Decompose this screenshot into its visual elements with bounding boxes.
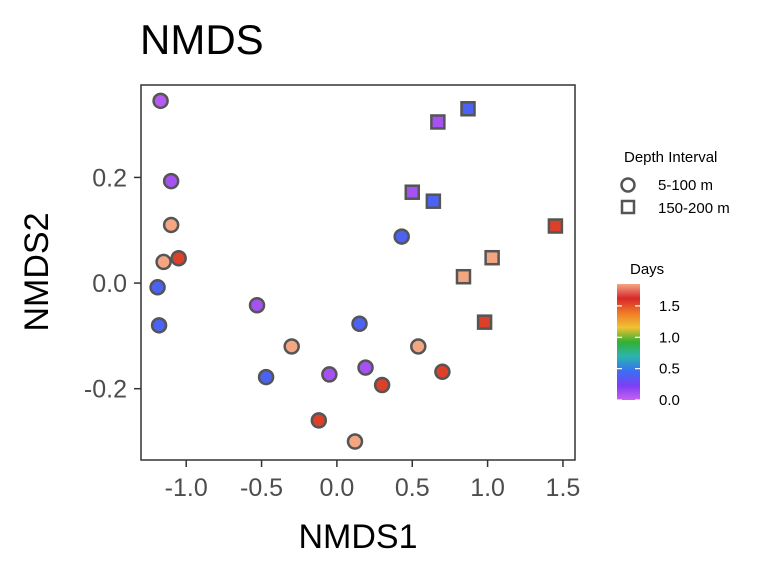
data-point-circle — [346, 433, 364, 450]
colorbar-tick-label: 1.5 — [659, 298, 680, 315]
y-tick-label: 0.0 — [92, 270, 127, 298]
data-point-circle — [162, 172, 180, 190]
plot-panel — [140, 84, 576, 461]
data-point-square — [476, 314, 493, 330]
data-point-circle — [170, 249, 187, 267]
x-tick-label: 0.5 — [395, 474, 430, 502]
data-point-circle — [373, 376, 391, 394]
x-axis-title: NMDS1 — [298, 518, 417, 556]
data-point-square — [404, 184, 420, 200]
data-point-square — [455, 268, 472, 285]
data-point-circle — [310, 412, 328, 429]
days-colorbar-legend: Days 0.0 0.5 1.0 1.5 — [617, 261, 680, 409]
data-point-circle — [155, 253, 172, 271]
data-point-square — [425, 193, 442, 209]
data-point-circle — [351, 315, 368, 332]
x-tick-label: -1.0 — [165, 474, 208, 502]
data-point-circle — [248, 296, 266, 314]
data-point-square — [484, 249, 500, 266]
color-legend-title: Days — [630, 261, 664, 278]
colorbar-ticks: 0.0 0.5 1.0 1.5 — [617, 298, 680, 409]
x-tick-label: 0.0 — [320, 474, 355, 502]
y-tick-label: -0.2 — [84, 376, 127, 404]
y-axis: -0.2 0.0 0.2 — [84, 164, 141, 404]
y-axis-title: NMDS2 — [18, 212, 56, 331]
colorbar-tick-label: 0.5 — [659, 361, 680, 378]
data-point-circle — [434, 363, 451, 381]
y-tick-label: 0.2 — [92, 164, 127, 192]
data-point-circle — [410, 338, 427, 355]
x-axis: -1.0 -0.5 0.0 0.5 1.0 1.5 — [165, 460, 581, 502]
x-tick-label: 1.0 — [470, 474, 505, 502]
chart-title: NMDS — [140, 16, 264, 63]
data-point-square — [430, 114, 446, 130]
data-point-circle — [257, 368, 275, 386]
data-point-circle — [162, 216, 180, 234]
x-tick-label: -0.5 — [240, 474, 283, 502]
colorbar-tick-label: 0.0 — [659, 392, 680, 409]
x-tick-label: 1.5 — [546, 474, 581, 502]
data-point-circle — [149, 279, 166, 296]
colorbar-tick-label: 1.0 — [659, 329, 680, 346]
points-layer — [149, 92, 564, 450]
legend-circle-symbol — [620, 177, 636, 193]
data-point-square — [547, 218, 564, 234]
colorbar — [617, 284, 640, 400]
data-point-circle — [357, 359, 374, 376]
data-point-square — [460, 101, 476, 117]
data-point-circle — [321, 366, 338, 383]
shape-legend-label: 5-100 m — [658, 177, 713, 194]
data-point-circle — [150, 317, 168, 334]
data-point-circle — [283, 338, 300, 355]
data-point-circle — [393, 228, 410, 245]
depth-interval-legend: Depth Interval 5-100 m 150-200 m — [620, 149, 730, 217]
shape-legend-title: Depth Interval — [624, 149, 717, 166]
plot-panel-border — [140, 84, 576, 461]
shape-legend-label: 150-200 m — [658, 200, 730, 217]
legend-square-symbol — [620, 199, 636, 215]
data-point-circle — [152, 92, 169, 110]
